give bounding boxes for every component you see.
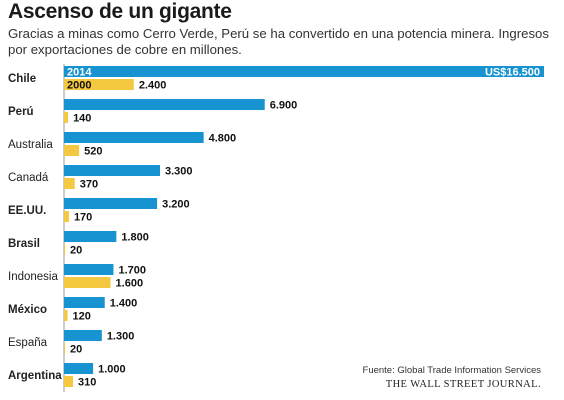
category-label-canada: Canadá	[8, 172, 49, 184]
legend-label-2014: 2014	[67, 67, 92, 79]
value-label-2000-australia: 520	[84, 146, 102, 158]
source-note: Fuente: Global Trade Information Service…	[362, 365, 541, 376]
chart-subtitle: Gracias a minas como Cerro Verde, Perú s…	[8, 26, 549, 57]
value-label-2000-peru: 140	[73, 113, 91, 125]
value-label-2000-brasil: 20	[70, 245, 82, 257]
category-label-mexico: México	[8, 304, 47, 316]
bar-2000-canada	[64, 178, 75, 189]
bar-2000-argentina	[64, 376, 74, 387]
value-label-2000-canada: 370	[80, 179, 98, 191]
bar-2014-chile	[64, 66, 544, 77]
bar-2014-argentina	[64, 363, 94, 374]
bar-2014-indonesia	[64, 264, 114, 275]
value-label-2000-argentina: 310	[78, 377, 96, 389]
bar-2014-brasil	[64, 231, 117, 242]
value-label-2014-mexico: 1.400	[110, 298, 138, 310]
value-label-2014-indonesia: 1.700	[118, 265, 146, 277]
value-label-2014-ee-uu: 3.200	[162, 199, 190, 211]
bar-2014-espana	[64, 330, 102, 341]
category-label-australia: Australia	[8, 139, 53, 151]
bar-2000-brasil	[64, 244, 65, 255]
legend-label-2000: 2000	[67, 80, 91, 92]
bar-2000-australia	[64, 145, 80, 156]
value-label-2000-indonesia: 1.600	[116, 278, 144, 290]
category-label-argentina: Argentina	[8, 370, 62, 382]
category-label-chile: Chile	[8, 73, 36, 85]
bar-2014-peru	[64, 99, 265, 110]
category-label-indonesia: Indonesia	[8, 271, 58, 283]
bar-2000-ee-uu	[64, 211, 69, 222]
bar-2014-canada	[64, 165, 160, 176]
category-label-espana: España	[8, 337, 48, 349]
bar-2000-peru	[64, 112, 69, 123]
value-label-2000-mexico: 120	[72, 311, 90, 323]
category-label-brasil: Brasil	[8, 238, 40, 250]
bar-2000-chile	[64, 79, 134, 90]
value-label-2014-argentina: 1.000	[98, 364, 126, 376]
value-label-2014-brasil: 1.800	[121, 232, 149, 244]
value-label-2000-chile: 2.400	[139, 80, 167, 92]
value-label-2000-ee-uu: 170	[74, 212, 92, 224]
value-label-2000-espana: 20	[70, 344, 82, 356]
bar-2014-ee-uu	[64, 198, 158, 209]
value-label-2014-peru: 6.900	[270, 100, 298, 112]
publisher-logo: THE WALL STREET JOURNAL.	[385, 379, 541, 390]
category-label-ee-uu: EE.UU.	[8, 205, 46, 217]
value-label-2014-espana: 1.300	[107, 331, 135, 343]
bar-2000-mexico	[64, 310, 68, 321]
bar-2014-mexico	[64, 297, 105, 308]
bar-2014-australia	[64, 132, 204, 143]
chart-title: Ascenso de un gigante	[8, 0, 232, 23]
bar-2000-indonesia	[64, 277, 111, 288]
value-label-2014-canada: 3.300	[165, 166, 193, 178]
category-label-peru: Perú	[8, 106, 34, 118]
bar-2000-espana	[64, 343, 65, 354]
value-label-2014-chile: US$16.500	[485, 67, 540, 79]
value-label-2014-australia: 4.800	[209, 133, 237, 145]
